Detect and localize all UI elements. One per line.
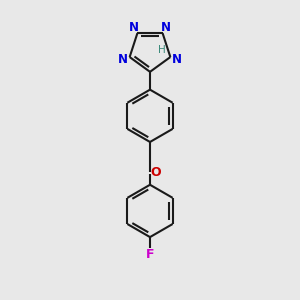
Text: N: N [161, 21, 171, 34]
Text: N: N [129, 21, 139, 34]
Text: F: F [146, 248, 154, 261]
Text: N: N [172, 53, 182, 66]
Text: N: N [118, 53, 128, 66]
Text: H: H [158, 45, 166, 55]
Text: O: O [151, 166, 161, 179]
